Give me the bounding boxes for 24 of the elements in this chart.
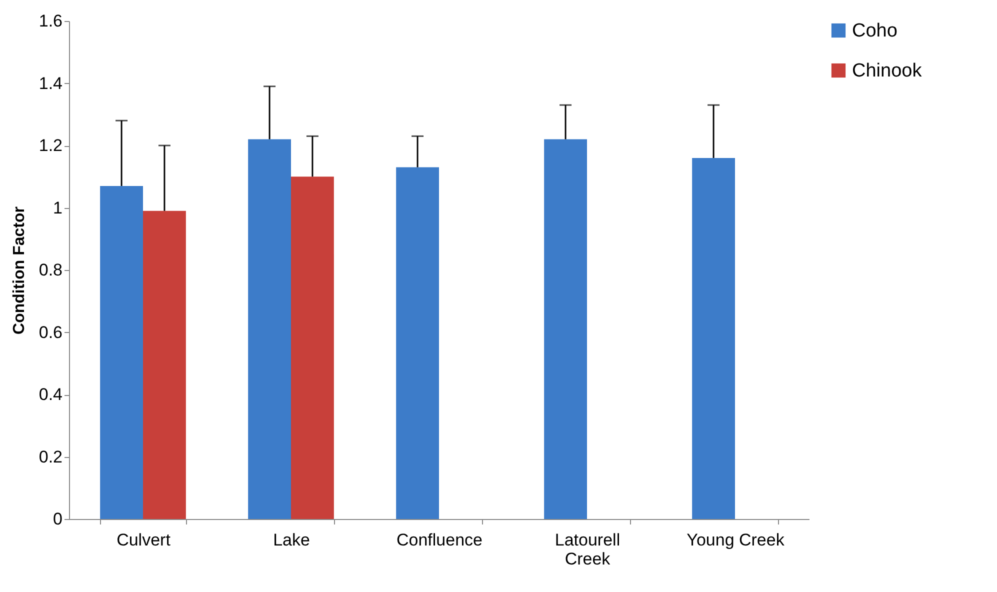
bar — [143, 210, 186, 519]
bar — [396, 167, 439, 519]
x-tick-label: Latourell Creek — [554, 530, 620, 568]
bar — [692, 158, 735, 519]
x-tick-label: Young Creek — [686, 530, 785, 550]
y-tick-label: 1.2 — [38, 136, 62, 155]
x-tick-label: Culvert — [116, 530, 171, 550]
y-tick-label: 1 — [53, 198, 62, 218]
x-tick-label: Lake — [273, 530, 310, 550]
bar — [291, 176, 334, 519]
bar — [544, 139, 587, 519]
y-tick-label: 0.8 — [38, 260, 62, 280]
legend-label: Chinook — [852, 60, 922, 82]
legend-label: Coho — [852, 20, 898, 42]
y-axis-title: Condition Factor — [10, 206, 28, 334]
bar — [100, 186, 143, 519]
y-tick-label: 0.2 — [38, 447, 62, 466]
y-tick-label: 0 — [53, 510, 62, 528]
x-tick-label: Confluence — [396, 530, 483, 550]
y-tick-label: 0.6 — [38, 322, 62, 342]
bar — [248, 139, 291, 519]
y-tick-label: 1.6 — [38, 12, 62, 30]
y-tick-label: 0.4 — [38, 385, 62, 404]
y-tick-label: 1.4 — [38, 74, 62, 93]
